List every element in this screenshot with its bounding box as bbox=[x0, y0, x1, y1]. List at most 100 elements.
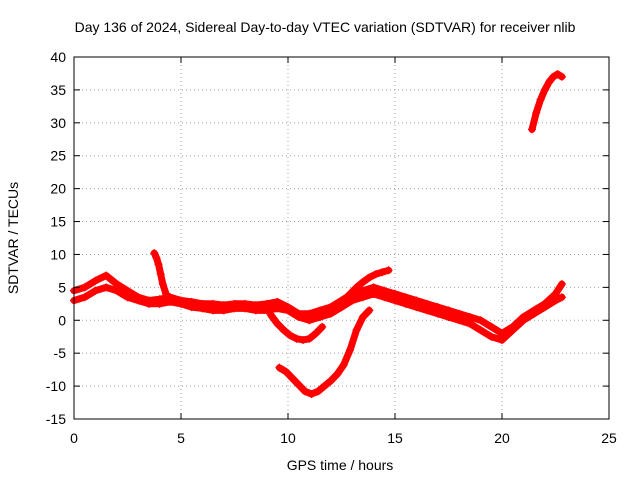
data-point bbox=[266, 311, 275, 320]
y-tick-label: 0 bbox=[58, 312, 66, 328]
data-point bbox=[549, 72, 558, 81]
data-point bbox=[339, 361, 348, 370]
data-point bbox=[251, 306, 260, 315]
plot-frame bbox=[73, 56, 610, 420]
data-point bbox=[320, 382, 329, 391]
data-point bbox=[532, 108, 541, 117]
x-tick-label: 10 bbox=[280, 430, 296, 446]
data-point bbox=[305, 316, 314, 325]
data-point bbox=[156, 270, 165, 279]
series-line bbox=[275, 306, 373, 398]
data-point bbox=[557, 293, 566, 302]
data-point bbox=[487, 332, 496, 341]
data-point bbox=[337, 303, 346, 312]
data-point bbox=[281, 367, 290, 376]
y-tick-label: -10 bbox=[46, 378, 66, 394]
data-point bbox=[551, 296, 560, 305]
y-axis-ticks: -15 -10 -5 0 5 10 15 20 25 30 35 40 bbox=[46, 49, 609, 427]
data-point bbox=[292, 334, 301, 343]
data-point bbox=[316, 312, 325, 321]
data-point bbox=[557, 72, 566, 81]
data-point bbox=[384, 266, 393, 275]
data-point bbox=[369, 289, 378, 298]
y-axis-label: SDTVAR / TECUs bbox=[5, 182, 21, 294]
x-tick-label: 15 bbox=[387, 430, 403, 446]
y-tick-label: 10 bbox=[50, 246, 66, 262]
data-point bbox=[476, 316, 485, 325]
series-deep-dip bbox=[275, 306, 374, 398]
x-axis-label: GPS time / hours bbox=[287, 457, 394, 473]
data-point bbox=[358, 278, 367, 287]
data-point bbox=[311, 329, 320, 338]
data-point bbox=[305, 334, 314, 343]
y-tick-label: 15 bbox=[50, 214, 66, 230]
data-series bbox=[70, 70, 566, 398]
data-point bbox=[284, 306, 292, 315]
data-point bbox=[365, 273, 374, 282]
data-point bbox=[545, 78, 554, 87]
data-point bbox=[318, 322, 327, 331]
data-point bbox=[536, 95, 545, 104]
data-point bbox=[288, 374, 297, 383]
y-tick-label: 25 bbox=[50, 148, 66, 164]
data-point bbox=[273, 304, 282, 313]
data-point bbox=[358, 312, 367, 321]
data-point bbox=[313, 387, 322, 396]
data-point bbox=[352, 283, 361, 292]
data-point bbox=[166, 295, 175, 304]
data-point bbox=[162, 289, 171, 298]
data-point bbox=[177, 299, 185, 308]
series-rise-14h bbox=[339, 266, 393, 305]
data-point bbox=[498, 336, 506, 345]
data-point bbox=[155, 299, 164, 308]
data-point bbox=[365, 306, 374, 315]
data-point bbox=[152, 253, 161, 262]
data-point bbox=[209, 306, 218, 315]
data-point bbox=[279, 326, 288, 335]
data-point bbox=[527, 125, 536, 134]
chart-title: Day 136 of 2024, Sidereal Day-to-day VTE… bbox=[75, 19, 576, 35]
data-point bbox=[219, 306, 228, 315]
x-tick-label: 20 bbox=[494, 430, 510, 446]
data-point bbox=[144, 299, 153, 308]
y-tick-label: 35 bbox=[50, 82, 66, 98]
data-point bbox=[307, 389, 316, 398]
series-spike-4h bbox=[150, 249, 175, 304]
grid-lines bbox=[74, 57, 609, 419]
y-tick-label: 20 bbox=[50, 181, 66, 197]
data-point bbox=[102, 283, 111, 292]
data-point bbox=[371, 270, 380, 279]
data-point bbox=[241, 304, 250, 313]
x-tick-label: 25 bbox=[601, 430, 617, 446]
data-point bbox=[339, 296, 348, 305]
data-point bbox=[476, 326, 485, 335]
series-band-b bbox=[70, 283, 566, 345]
y-tick-label: -15 bbox=[46, 411, 66, 427]
data-point bbox=[80, 283, 89, 292]
data-point bbox=[540, 303, 549, 312]
y-tick-label: 30 bbox=[50, 115, 66, 131]
series-late-rise bbox=[527, 70, 566, 134]
data-point bbox=[158, 280, 167, 289]
data-point bbox=[134, 296, 143, 305]
data-point bbox=[91, 286, 100, 295]
data-point bbox=[391, 296, 399, 305]
data-point bbox=[230, 304, 239, 313]
data-point bbox=[275, 363, 284, 372]
data-point bbox=[154, 260, 163, 269]
data-point bbox=[298, 336, 307, 345]
series-dip-11h bbox=[266, 311, 327, 345]
data-point bbox=[348, 296, 357, 305]
y-tick-label: -5 bbox=[54, 345, 67, 361]
data-point bbox=[294, 380, 303, 389]
y-tick-label: 5 bbox=[58, 279, 66, 295]
data-point bbox=[102, 271, 111, 280]
data-point bbox=[444, 312, 453, 321]
data-point bbox=[352, 326, 361, 335]
data-point bbox=[508, 326, 517, 335]
data-point bbox=[326, 376, 335, 385]
data-point bbox=[433, 309, 442, 318]
data-point bbox=[358, 293, 367, 302]
data-point bbox=[465, 319, 474, 328]
data-point bbox=[553, 70, 562, 79]
